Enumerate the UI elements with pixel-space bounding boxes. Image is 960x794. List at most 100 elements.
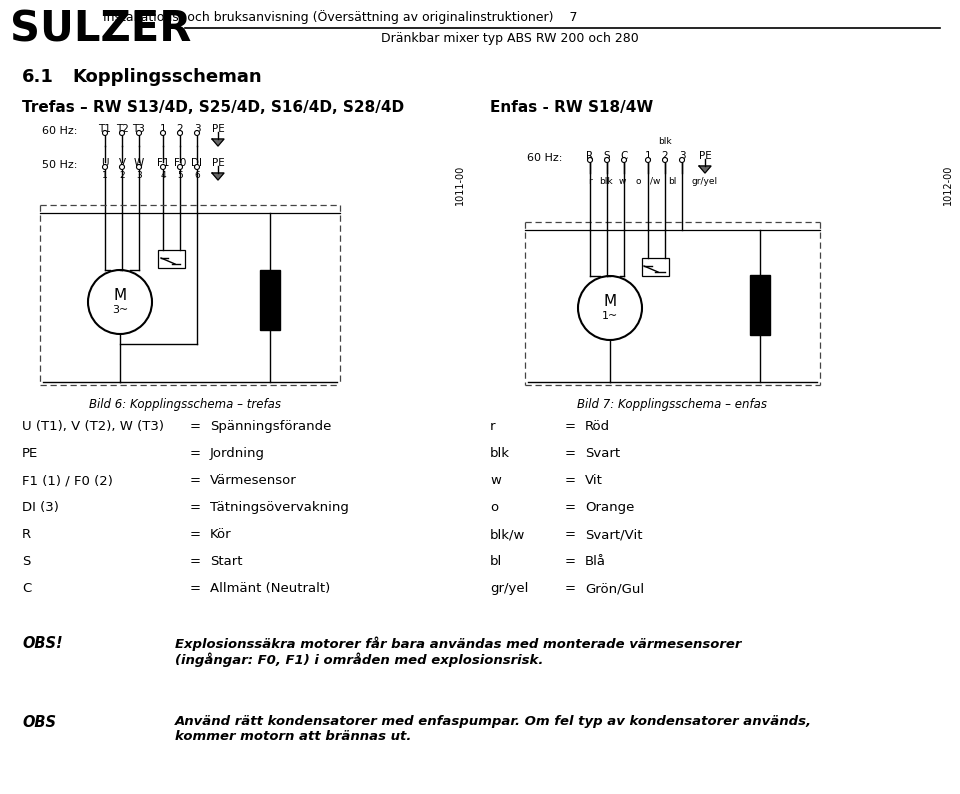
Text: S: S (22, 555, 31, 568)
Text: w: w (490, 474, 501, 487)
Text: =: = (565, 420, 576, 433)
Text: 4: 4 (160, 171, 166, 180)
Circle shape (136, 164, 141, 169)
Text: Tätningsövervakning: Tätningsövervakning (210, 501, 348, 514)
Text: SULZER: SULZER (10, 8, 191, 50)
Circle shape (103, 164, 108, 169)
Text: U (T1), V (T2), W (T3): U (T1), V (T2), W (T3) (22, 420, 164, 433)
Text: W: W (133, 158, 144, 168)
Text: Kör: Kör (210, 528, 231, 541)
Text: T3: T3 (132, 124, 145, 134)
Text: Installations- och bruksanvisning (Översättning av originalinstruktioner)    7: Installations- och bruksanvisning (Övers… (103, 10, 577, 24)
Text: 1: 1 (102, 171, 108, 180)
Text: S: S (604, 151, 611, 161)
Text: bl: bl (490, 555, 502, 568)
Circle shape (680, 157, 684, 163)
Text: OBS!: OBS! (22, 636, 62, 651)
Text: Röd: Röd (585, 420, 611, 433)
Text: blk: blk (490, 447, 510, 460)
Text: Kopplingsscheman: Kopplingsscheman (72, 68, 262, 86)
Text: DI: DI (191, 158, 203, 168)
Circle shape (195, 164, 200, 169)
Polygon shape (212, 173, 224, 180)
Text: Värmesensor: Värmesensor (210, 474, 297, 487)
Text: Spänningsförande: Spänningsförande (210, 420, 331, 433)
Text: Trefas – RW S13/4D, S25/4D, S16/4D, S28/4D: Trefas – RW S13/4D, S25/4D, S16/4D, S28/… (22, 100, 404, 115)
Text: 50 Hz:: 50 Hz: (42, 160, 78, 170)
Text: =: = (190, 447, 201, 460)
Text: 3: 3 (136, 171, 142, 180)
Text: 3~: 3~ (112, 305, 128, 315)
Text: =: = (190, 528, 201, 541)
Text: =: = (190, 420, 201, 433)
Text: gr/yel: gr/yel (490, 582, 528, 595)
Text: 2: 2 (119, 171, 125, 180)
Text: V: V (118, 158, 126, 168)
Text: o: o (490, 501, 498, 514)
Text: F1 (1) / F0 (2): F1 (1) / F0 (2) (22, 474, 113, 487)
Circle shape (103, 130, 108, 136)
Text: U: U (101, 158, 108, 168)
Circle shape (119, 164, 125, 169)
Text: 6.1: 6.1 (22, 68, 54, 86)
Text: blk: blk (599, 177, 612, 186)
Text: 1012-00: 1012-00 (943, 165, 953, 205)
Circle shape (136, 130, 141, 136)
Circle shape (621, 157, 627, 163)
Text: Explosionssäkra motorer får bara användas med monterade värmesensorer
(ingångar:: Explosionssäkra motorer får bara använda… (175, 636, 741, 668)
Text: 60 Hz:: 60 Hz: (527, 153, 563, 163)
Text: PE: PE (699, 151, 711, 161)
Text: Svart/Vit: Svart/Vit (585, 528, 642, 541)
Circle shape (160, 130, 165, 136)
Text: =: = (565, 447, 576, 460)
Text: 5: 5 (178, 171, 182, 180)
Polygon shape (699, 166, 711, 173)
Text: Grön/Gul: Grön/Gul (585, 582, 644, 595)
Text: F0: F0 (174, 158, 186, 168)
Text: =: = (565, 474, 576, 487)
Circle shape (119, 130, 125, 136)
Text: =: = (565, 555, 576, 568)
Text: Blå: Blå (585, 555, 606, 568)
Text: Enfas - RW S18/4W: Enfas - RW S18/4W (490, 100, 653, 115)
Text: Dränkbar mixer typ ABS RW 200 och 280: Dränkbar mixer typ ABS RW 200 och 280 (381, 32, 638, 45)
Text: Bild 6: Kopplingsschema – trefas: Bild 6: Kopplingsschema – trefas (89, 398, 281, 411)
Text: /w: /w (650, 177, 660, 186)
Text: Allmänt (Neutralt): Allmänt (Neutralt) (210, 582, 330, 595)
Bar (158, 250, 185, 268)
Text: 1: 1 (159, 124, 166, 134)
Text: =: = (190, 555, 201, 568)
Text: T2: T2 (115, 124, 129, 134)
Text: PE: PE (22, 447, 38, 460)
Text: M: M (113, 288, 127, 303)
Text: M: M (604, 295, 616, 310)
Text: R: R (22, 528, 31, 541)
Bar (260, 270, 280, 330)
Text: PE: PE (211, 124, 225, 134)
Text: 2: 2 (661, 151, 668, 161)
Text: T1: T1 (99, 124, 111, 134)
Circle shape (588, 157, 592, 163)
Text: Vit: Vit (585, 474, 603, 487)
Text: OBS: OBS (22, 715, 56, 730)
Text: 60 Hz:: 60 Hz: (42, 126, 78, 136)
Text: 1~: 1~ (602, 311, 618, 321)
Text: =: = (565, 501, 576, 514)
Text: R: R (587, 151, 593, 161)
Circle shape (662, 157, 667, 163)
Text: 6: 6 (194, 171, 200, 180)
Bar (642, 258, 669, 276)
Polygon shape (212, 139, 224, 146)
Text: =: = (565, 582, 576, 595)
Circle shape (178, 130, 182, 136)
Text: 3: 3 (194, 124, 201, 134)
Circle shape (645, 157, 651, 163)
Text: gr/yel: gr/yel (692, 177, 718, 186)
Circle shape (160, 164, 165, 169)
Text: PE: PE (211, 158, 225, 168)
Text: Använd rätt kondensatorer med enfaspumpar. Om fel typ av kondensatorer används,
: Använd rätt kondensatorer med enfaspumpa… (175, 715, 812, 743)
Circle shape (178, 164, 182, 169)
Text: =: = (565, 528, 576, 541)
Text: 2: 2 (177, 124, 183, 134)
Text: Svart: Svart (585, 447, 620, 460)
